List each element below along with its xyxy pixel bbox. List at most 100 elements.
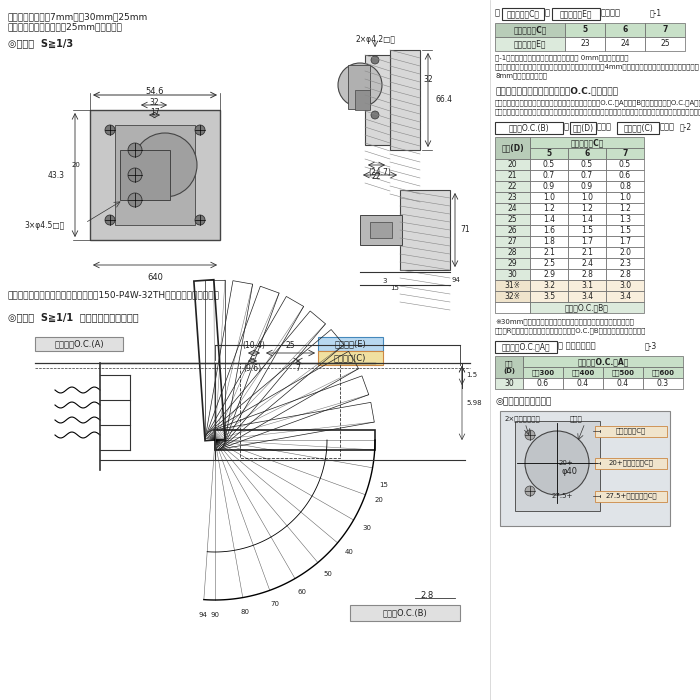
Bar: [530, 203, 568, 214]
Text: 2.8: 2.8: [420, 591, 433, 599]
Text: かぶせ量（E）: かぶせ量（E）: [514, 39, 546, 48]
Bar: [90, 110, 220, 240]
Bar: [568, 225, 606, 236]
Bar: [115, 125, 195, 225]
Text: カット量（C）: カット量（C）: [616, 428, 646, 434]
Text: 表-3: 表-3: [645, 341, 657, 350]
Bar: [530, 159, 568, 170]
Bar: [595, 491, 667, 501]
Text: 扉元のO.C.(B): 扉元のO.C.(B): [383, 608, 428, 617]
Bar: [400, 190, 450, 270]
Text: 5: 5: [582, 25, 587, 34]
Bar: [568, 203, 606, 214]
Text: 扉先端のO.C.（A）: 扉先端のO.C.（A）: [502, 342, 550, 351]
Bar: [643, 378, 683, 389]
Text: 扉先端のO.C.（A）: 扉先端のO.C.（A）: [578, 357, 629, 366]
Text: 54.6: 54.6: [146, 87, 164, 96]
Text: 表-2: 表-2: [680, 122, 692, 131]
Bar: [120, 150, 170, 200]
Circle shape: [371, 111, 379, 119]
Text: 66.4: 66.4: [435, 95, 452, 104]
Circle shape: [195, 215, 205, 225]
Text: と: と: [564, 122, 569, 131]
Circle shape: [525, 431, 589, 495]
Text: 90: 90: [211, 612, 220, 618]
Text: 27.5+カット量（C）: 27.5+カット量（C）: [606, 493, 657, 499]
Bar: [606, 225, 644, 236]
Text: 表-1: 表-1: [650, 8, 662, 17]
Text: 20: 20: [375, 497, 384, 503]
Bar: [568, 280, 606, 291]
Text: および: および: [597, 122, 612, 131]
Text: 20+: 20+: [559, 460, 573, 466]
Text: 24: 24: [508, 204, 517, 213]
Bar: [515, 421, 600, 511]
Text: 扁開閉時に扇先端と扇吊元にオープニングクリアランスO.C.（A）と（B）が必要です。O.C.（A）、（B）は: 扁開閉時に扇先端と扇吊元にオープニングクリアランスO.C.（A）と（B）が必要で…: [495, 99, 700, 106]
Circle shape: [128, 143, 142, 157]
Text: ※30mmを超える厚厄使用時には、軌跡図を参考にしてください。: ※30mmを超える厚厄使用時には、軌跡図を参考にしてください。: [495, 318, 634, 325]
Bar: [606, 170, 644, 181]
Circle shape: [105, 125, 115, 135]
Text: の関係】: の関係】: [601, 8, 621, 17]
Text: と: と: [545, 8, 550, 17]
Text: 0.9: 0.9: [581, 182, 593, 191]
Text: 32: 32: [149, 98, 159, 107]
Text: (10.4): (10.4): [243, 341, 265, 350]
Text: 5: 5: [547, 149, 552, 158]
Text: 引辺り: 引辺り: [570, 415, 582, 421]
Bar: [318, 337, 383, 351]
Bar: [606, 148, 644, 159]
Text: ◎取付図  S≧1/3: ◎取付図 S≧1/3: [8, 38, 73, 48]
Text: 94: 94: [198, 612, 207, 617]
Text: 2.4: 2.4: [581, 259, 593, 268]
Text: 扇幋400: 扇幋400: [571, 369, 594, 376]
Text: 2.1: 2.1: [543, 248, 555, 257]
Bar: [495, 225, 530, 236]
Text: 扉先端のO.C.(A): 扉先端のO.C.(A): [54, 340, 104, 349]
Bar: [490, 0, 700, 700]
Bar: [530, 236, 568, 247]
Bar: [390, 50, 420, 150]
Bar: [603, 378, 643, 389]
Text: 43.3: 43.3: [48, 171, 65, 179]
Text: 1.0: 1.0: [619, 193, 631, 202]
Bar: [565, 23, 605, 37]
Text: 28: 28: [508, 248, 517, 257]
Text: 扉厚(D): 扉厚(D): [573, 123, 594, 132]
Text: 20: 20: [71, 162, 80, 168]
Text: 3.4: 3.4: [619, 292, 631, 301]
Bar: [568, 214, 606, 225]
Bar: [568, 181, 606, 192]
Bar: [568, 170, 606, 181]
Text: 60: 60: [298, 589, 307, 594]
Text: かぶせ量（E）: かぶせ量（E）: [560, 10, 592, 18]
Text: φ40: φ40: [561, 466, 577, 475]
Text: 2.1: 2.1: [581, 248, 593, 257]
Bar: [495, 291, 530, 302]
Bar: [645, 23, 685, 37]
Text: カット量（C）: カット量（C）: [513, 25, 547, 34]
Bar: [495, 269, 530, 280]
Text: 30: 30: [362, 524, 371, 531]
Text: かぶせ量調整ねじを回したり、マウンティングプレート（4mm厚）を使用することで、かぶせ量を最大: かぶせ量調整ねじを回したり、マウンティングプレート（4mm厚）を使用することで、…: [495, 63, 700, 69]
Text: 1.3: 1.3: [619, 215, 631, 224]
Bar: [568, 192, 606, 203]
Bar: [606, 269, 644, 280]
Text: 1.4: 1.4: [543, 215, 555, 224]
Text: 0.6: 0.6: [619, 171, 631, 180]
Circle shape: [525, 430, 535, 440]
Bar: [495, 23, 565, 37]
Text: 30: 30: [504, 379, 514, 388]
Bar: [495, 159, 530, 170]
Text: 1.0: 1.0: [543, 193, 555, 202]
Bar: [606, 214, 644, 225]
Bar: [495, 170, 530, 181]
Text: 0.5: 0.5: [543, 160, 555, 169]
Bar: [318, 351, 383, 365]
Bar: [606, 159, 644, 170]
Text: カット量(C): カット量(C): [334, 354, 366, 363]
Text: 扇幋500: 扇幋500: [612, 369, 634, 376]
Bar: [568, 258, 606, 269]
Bar: [617, 122, 659, 134]
Text: 1.5: 1.5: [619, 226, 631, 235]
